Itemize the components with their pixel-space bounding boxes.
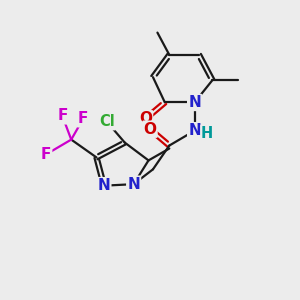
Text: N: N (188, 123, 201, 138)
Text: F: F (41, 147, 51, 162)
Text: F: F (78, 111, 88, 126)
Text: H: H (201, 126, 213, 141)
Text: O: O (139, 111, 152, 126)
Text: N: N (188, 95, 201, 110)
Text: Cl: Cl (99, 114, 115, 129)
Text: F: F (57, 108, 68, 123)
Text: N: N (127, 177, 140, 192)
Text: O: O (143, 122, 157, 137)
Text: N: N (98, 178, 110, 193)
